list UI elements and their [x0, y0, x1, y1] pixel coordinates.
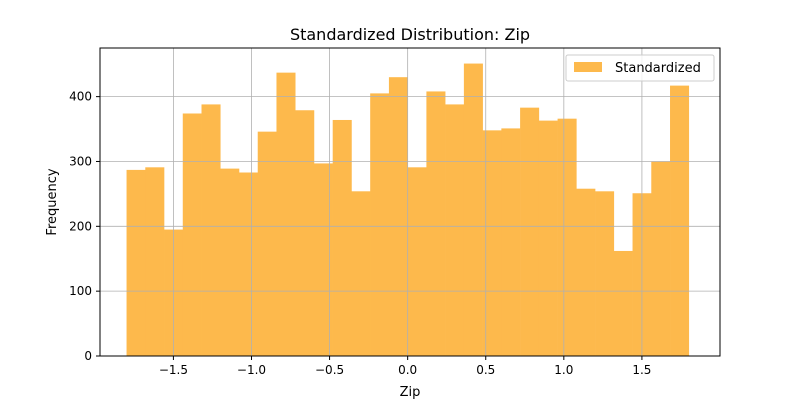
x-axis-ticks: −1.5 −1.0 −0.5 0.0 0.5 1.0 1.5 [159, 356, 651, 377]
x-tick-label: −1.5 [159, 363, 188, 377]
histogram-bar [295, 110, 315, 356]
histogram-bar [576, 188, 596, 356]
plot-area-frame [99, 47, 721, 357]
histogram-bar [613, 250, 633, 356]
histogram-bar [182, 113, 202, 357]
histogram-bar [388, 77, 408, 357]
y-tick-label: 100 [69, 284, 92, 298]
legend-label: Standardized [615, 61, 701, 76]
histogram-bar [595, 191, 615, 356]
y-tick-label: 400 [69, 90, 92, 104]
histogram-bar [370, 93, 390, 356]
x-tick-label: 1.5 [632, 363, 651, 377]
histogram-bar [501, 128, 521, 356]
y-axis-label: Frequency [45, 168, 60, 235]
x-tick-label: −1.0 [237, 363, 266, 377]
histogram-bar [651, 161, 671, 356]
histogram-bar [482, 130, 502, 356]
y-axis-ticks: 0 100 200 300 400 [69, 90, 100, 363]
histogram-bar [238, 172, 259, 356]
legend-box [565, 54, 715, 82]
x-tick-label: 1.0 [554, 363, 573, 377]
x-tick-label: −0.5 [315, 363, 344, 377]
chart-title: Standardized Distribution: Zip [290, 25, 530, 44]
histogram-bar [351, 191, 371, 356]
y-tick-label: 0 [84, 349, 92, 363]
histogram-bar [313, 163, 333, 356]
histogram-bar [463, 63, 483, 357]
histogram-bar [538, 120, 558, 357]
x-tick-label: 0.5 [476, 363, 495, 377]
histogram-bar [220, 168, 240, 356]
histogram-bar [557, 118, 577, 357]
x-axis-label: Zip [400, 385, 421, 400]
y-tick-label: 200 [69, 219, 92, 233]
histogram-bars [126, 63, 690, 357]
y-tick-label: 300 [69, 154, 92, 168]
histogram-bar [145, 167, 165, 356]
histogram-bar [276, 72, 296, 356]
histogram-bar [332, 119, 352, 356]
histogram-bar [445, 104, 465, 356]
legend-swatch [574, 62, 602, 72]
x-tick-label: 0.0 [398, 363, 417, 377]
histogram-bar [201, 104, 221, 356]
histogram-bar [257, 131, 277, 356]
histogram-bar [426, 91, 446, 356]
histogram-bar [670, 85, 690, 357]
histogram-bar [407, 167, 427, 356]
legend: Standardized [565, 54, 715, 82]
histogram-bar [126, 169, 146, 356]
histogram-bar [520, 107, 540, 357]
